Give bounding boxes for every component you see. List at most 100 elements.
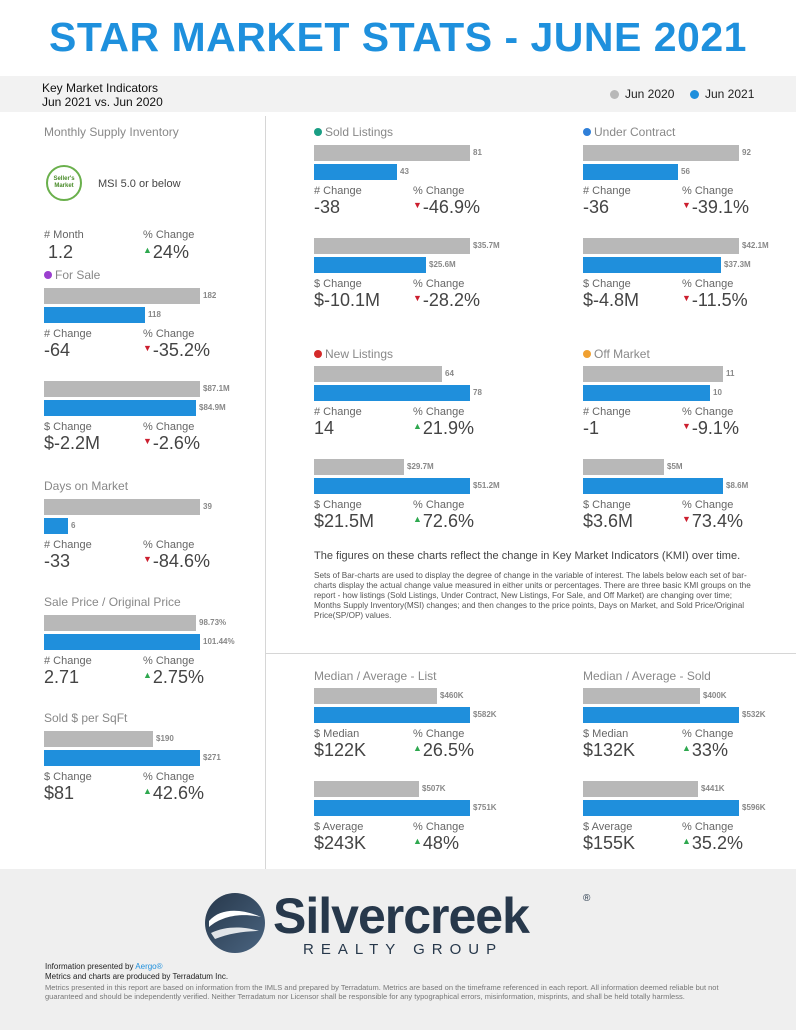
off_volume-pct-label: % Change <box>682 499 734 511</box>
list_average-change-label: $ Average <box>314 821 364 833</box>
days_on_market-title-text: Days on Market <box>44 479 129 493</box>
new_volume-bar-jun2021 <box>314 478 470 494</box>
sold_per_sqft-bar-jun2020 <box>44 731 153 747</box>
for_sale_volume-pct-value: -2.6% <box>152 433 200 453</box>
off_volume-value-label-jun2021: $8.6M <box>726 481 749 490</box>
list_average-bar-jun2020 <box>314 781 419 797</box>
legend-new: Jun 2021 <box>690 87 754 101</box>
uc_units-change-label: # Change <box>583 185 631 197</box>
sold_volume-change-value: $-10.1M <box>314 290 381 310</box>
list_median-pct-label: % Change <box>413 728 465 740</box>
up-triangle-icon: ▲ <box>143 786 152 796</box>
days_on_market-bar-jun2021 <box>44 518 68 534</box>
for_sale_volume-change-label: $ Change <box>44 421 92 433</box>
sp_op-bar-jun2021 <box>44 634 200 650</box>
for_sale_volume-change-value: $-2.2M <box>44 433 101 453</box>
uc_units-title: Under Contract <box>583 125 675 139</box>
brand-name: Silvercreek <box>273 888 530 944</box>
list_median-change-value: $122K <box>314 740 367 760</box>
list_median-value-label-jun2020: $460K <box>440 691 464 700</box>
divider-horizontal <box>265 653 796 654</box>
brand-subtitle: REALTY GROUP <box>303 941 504 958</box>
msi-note: MSI 5.0 or below <box>98 178 181 190</box>
new_volume-value-label-jun2021: $51.2M <box>473 481 500 490</box>
sp_op-value-label-jun2021: 101.44% <box>203 637 235 646</box>
off_units-title-text: Off Market <box>594 347 650 361</box>
new_units-title: New Listings <box>314 347 393 361</box>
for_sale_volume-pct-label: % Change <box>143 421 195 433</box>
uc_volume-pct-label: % Change <box>682 278 734 290</box>
legend-old-label: Jun 2020 <box>625 87 675 101</box>
aergo-link[interactable]: Aergo® <box>135 962 163 971</box>
new_units-pct-value: 21.9% <box>422 418 474 438</box>
new_units-value-label-jun2021: 78 <box>473 388 482 397</box>
uc_units-title-text: Under Contract <box>594 125 676 139</box>
msi-pct-label: % Change <box>143 229 195 241</box>
sp_op-value-label-jun2020: 98.73% <box>199 618 227 627</box>
sold_median-bar-jun2020 <box>583 688 700 704</box>
sold_median-value-label-jun2020: $400K <box>703 691 727 700</box>
sold_median-change-label: $ Median <box>583 728 629 740</box>
off_units-change-label: # Change <box>583 406 631 418</box>
days_on_market-value-label-jun2021: 6 <box>71 521 76 530</box>
up-triangle-icon: ▲ <box>143 245 152 255</box>
sold_median-value-label-jun2021: $532K <box>742 710 766 719</box>
kmi-title-line1: Key Market Indicators <box>42 81 159 95</box>
for_sale_units-change-label: # Change <box>44 328 92 340</box>
new_volume-change-label: $ Change <box>314 499 362 511</box>
sp_op-title-text: Sale Price / Original Price <box>44 595 181 609</box>
days_on_market-change-value: -33 <box>44 551 71 571</box>
sold_average-value-label-jun2020: $441K <box>701 784 725 793</box>
sold_median-change-value: $132K <box>583 740 636 760</box>
up-triangle-icon: ▲ <box>682 743 691 753</box>
new_volume-pct-value: 72.6% <box>422 511 474 531</box>
sold_per_sqft-title: Sold $ per SqFt <box>44 711 127 725</box>
sold_per_sqft-pct-change: ▲42.6% <box>143 783 204 804</box>
sold_per_sqft-change-label: $ Change <box>44 771 92 783</box>
sold_units-pct-change: ▼-46.9% <box>413 197 480 218</box>
off_volume-bar-jun2021 <box>583 478 723 494</box>
off_volume-pct-change: ▼73.4% <box>682 511 743 532</box>
page-title: STAR MARKET STATS - JUNE 2021 <box>49 14 747 60</box>
sold_units-pct-label: % Change <box>413 185 465 197</box>
down-triangle-icon: ▼ <box>413 200 422 210</box>
for_sale_units-change-value: -64 <box>44 340 71 360</box>
for_sale_volume-bar-jun2021 <box>44 400 196 416</box>
sold_median-title-text: Median / Average - Sold <box>583 669 711 683</box>
section-dot-icon <box>583 350 591 358</box>
new_units-bar-jun2020 <box>314 366 442 382</box>
sold_units-change-label: # Change <box>314 185 362 197</box>
sold_units-bar-jun2020 <box>314 145 470 161</box>
off_units-change-value: -1 <box>583 418 600 438</box>
sold_per_sqft-bar-jun2021 <box>44 750 200 766</box>
down-triangle-icon: ▼ <box>682 200 691 210</box>
kmi-title-line2: Jun 2021 vs. Jun 2020 <box>42 95 163 109</box>
footer-presented-by: Information presented by Aergo® <box>45 962 163 971</box>
list_average-pct-change: ▲48% <box>413 833 459 854</box>
up-triangle-icon: ▲ <box>413 514 422 524</box>
down-triangle-icon: ▼ <box>682 514 691 524</box>
sp_op-pct-value: 2.75% <box>152 667 204 687</box>
days_on_market-value-label-jun2020: 39 <box>203 502 212 511</box>
sp_op-pct-change: ▲2.75% <box>143 667 204 688</box>
days_on_market-pct-change: ▼-84.6% <box>143 551 210 572</box>
sold_average-value-label-jun2021: $596K <box>742 803 766 812</box>
for_sale_units-bar-jun2020 <box>44 288 200 304</box>
list_median-title: Median / Average - List <box>314 669 437 683</box>
sold_median-bar-jun2021 <box>583 707 739 723</box>
for_sale_volume-pct-change: ▼-2.6% <box>143 433 200 454</box>
new_units-value-label-jun2020: 64 <box>445 369 454 378</box>
msi-month-label: # Month <box>44 229 84 241</box>
legend-new-dot-icon <box>690 89 699 99</box>
silvercreek-swoosh-icon <box>205 893 265 953</box>
list_median-pct-value: 26.5% <box>422 740 474 760</box>
sold_units-pct-value: -46.9% <box>422 197 480 217</box>
sp_op-bar-jun2020 <box>44 615 196 631</box>
down-triangle-icon: ▼ <box>143 554 152 564</box>
sp_op-change-value: 2.71 <box>44 667 80 687</box>
off_units-title: Off Market <box>583 347 650 361</box>
uc_units-change-value: -36 <box>583 197 610 217</box>
uc_units-bar-jun2021 <box>583 164 678 180</box>
sp_op-title: Sale Price / Original Price <box>44 595 181 609</box>
kmi-header: Key Market Indicators Jun 2021 vs. Jun 2… <box>0 76 796 112</box>
